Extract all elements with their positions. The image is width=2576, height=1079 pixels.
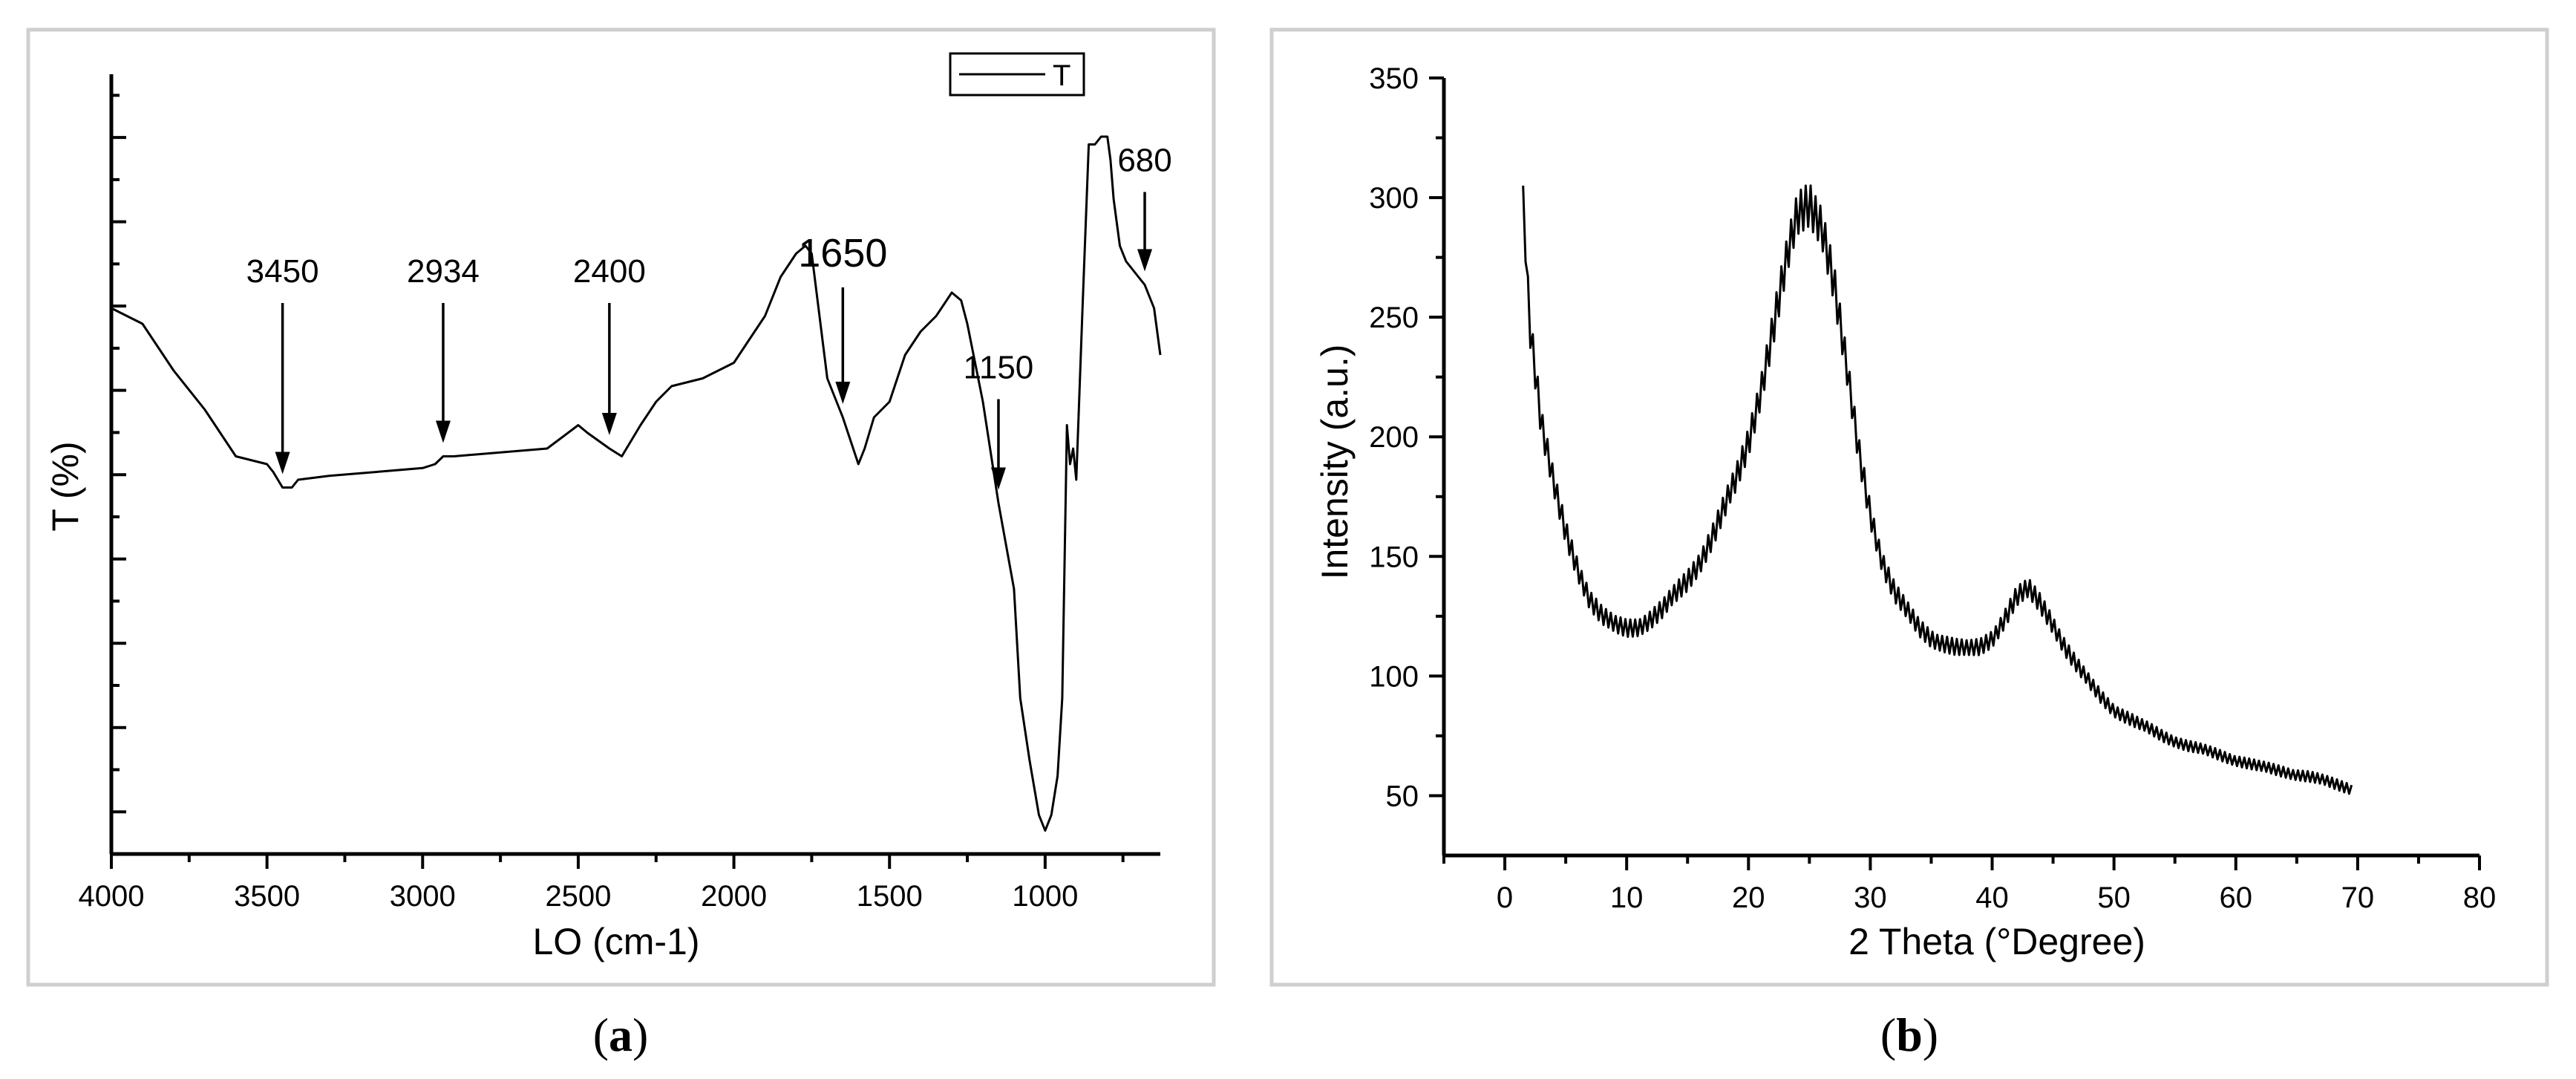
peak-arrow-head-2934 (435, 420, 451, 443)
peak-arrow-head-680 (1137, 249, 1153, 272)
legend-label-t: T (1053, 59, 1070, 92)
xrd-y-axis-label: Intensity (a.u.) (1314, 345, 1356, 580)
peak-arrow-head-1150 (990, 467, 1006, 490)
peak-label-3450: 3450 (246, 253, 319, 290)
xrd-x-tick-label: 80 (2463, 881, 2497, 914)
peak-label-2934: 2934 (407, 253, 480, 290)
ftir-x-tick-label: 3000 (390, 880, 456, 913)
ftir-x-tick-label: 4000 (79, 880, 145, 913)
xrd-y-ticks: 50 100 150 200 250 300 350 (1369, 62, 1444, 812)
caption-b: (b) (1880, 1008, 1938, 1061)
xrd-chart: 0 10 20 30 40 50 60 70 80 50 100 150 200 250 300 350 2… (1314, 62, 2496, 962)
ftir-y-axis-label: T (%) (45, 441, 86, 531)
xrd-x-tick-label: 40 (1975, 881, 2009, 914)
caption-b-open: ( (1880, 1008, 1896, 1061)
panel-b-frame (1269, 27, 2549, 987)
caption-b-letter: b (1896, 1008, 1923, 1061)
ftir-x-ticks: 4000 3500 3000 2500 2000 1500 1000 (79, 854, 1125, 913)
peak-arrow-head-1650 (835, 382, 851, 404)
panel-a-frame (26, 27, 1216, 987)
peak-label-1150: 1150 (964, 350, 1034, 386)
xrd-x-tick-label: 10 (1610, 881, 1644, 914)
peak-arrow-head-2400 (601, 413, 617, 435)
xrd-x-tick-label: 20 (1732, 881, 1765, 914)
xrd-x-tick-label: 30 (1854, 881, 1887, 914)
ftir-annotations: 3450 2934 2400 1650 1150 680 (246, 143, 1172, 490)
ftir-y-ticks (111, 94, 126, 814)
xrd-y-tick-label: 200 (1369, 421, 1419, 454)
xrd-x-tick-label: 70 (2341, 881, 2375, 914)
peak-label-680: 680 (1117, 143, 1171, 179)
ftir-transmittance-line (111, 135, 1162, 832)
ftir-series (111, 135, 1162, 832)
ftir-x-tick-label: 2500 (545, 880, 611, 913)
caption-a-close: ) (632, 1008, 648, 1061)
xrd-y-tick-label: 50 (1386, 780, 1419, 812)
ftir-x-tick-label: 3500 (234, 880, 300, 913)
ftir-axes (109, 74, 1160, 856)
xrd-y-tick-label: 350 (1369, 62, 1419, 95)
peak-arrow-head-3450 (275, 452, 290, 475)
xrd-y-tick-label: 300 (1369, 182, 1419, 215)
ftir-chart: 4000 3500 3000 2500 2000 1500 1000 LO (cm-1) T… (45, 52, 1172, 962)
xrd-axes (1442, 78, 2479, 858)
xrd-x-tick-label: 50 (2097, 881, 2131, 914)
xrd-x-axis-label: 2 Theta (°Degree) (1848, 921, 2145, 962)
ftir-legend: T (949, 52, 1085, 97)
xrd-y-tick-label: 150 (1369, 541, 1419, 573)
caption-a: (a) (593, 1008, 649, 1061)
ftir-x-tick-label: 1000 (1012, 880, 1078, 913)
xrd-series (1522, 184, 2353, 795)
caption-a-open: ( (593, 1008, 609, 1061)
caption-b-close: ) (1923, 1008, 1938, 1061)
xrd-intensity-line (1522, 184, 2353, 795)
ftir-x-tick-label: 2000 (701, 880, 767, 913)
xrd-y-tick-label: 250 (1369, 301, 1419, 334)
xrd-x-ticks: 0 10 20 30 40 50 60 70 80 (1442, 855, 2497, 914)
ftir-x-axis-label: LO (cm-1) (533, 921, 700, 962)
xrd-x-tick-label: 60 (2220, 881, 2253, 914)
peak-label-2400: 2400 (573, 253, 646, 290)
xrd-y-tick-label: 100 (1369, 660, 1419, 693)
ftir-x-tick-label: 1500 (857, 880, 923, 913)
peak-label-1650: 1650 (798, 231, 887, 276)
xrd-x-tick-label: 0 (1497, 881, 1513, 914)
caption-a-letter: a (609, 1008, 632, 1061)
